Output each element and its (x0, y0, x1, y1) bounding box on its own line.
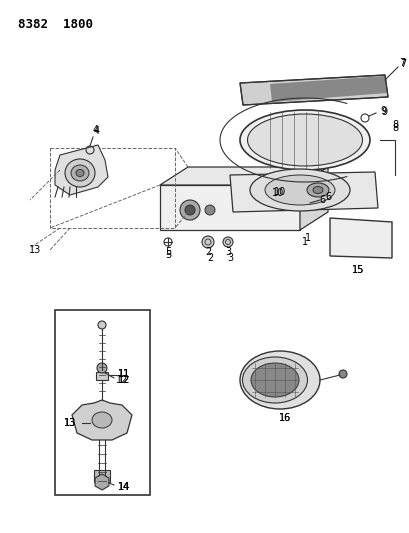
Circle shape (180, 200, 200, 220)
Text: 2: 2 (204, 247, 211, 257)
Text: 15: 15 (351, 265, 363, 275)
Text: 15: 15 (351, 265, 363, 275)
Polygon shape (329, 218, 391, 258)
Bar (160, 185, 299, 230)
Ellipse shape (239, 351, 319, 409)
Ellipse shape (249, 169, 349, 211)
Text: 1: 1 (304, 233, 310, 243)
Ellipse shape (76, 169, 84, 176)
Text: 10: 10 (271, 188, 283, 198)
Polygon shape (72, 400, 132, 440)
Text: 14: 14 (118, 482, 130, 492)
Text: 13: 13 (64, 418, 76, 428)
Polygon shape (229, 172, 377, 212)
Circle shape (202, 236, 213, 248)
Text: 14: 14 (118, 482, 130, 492)
Bar (55, 310, 150, 495)
Ellipse shape (312, 187, 322, 193)
Text: 6: 6 (318, 195, 324, 205)
Polygon shape (299, 167, 327, 230)
Circle shape (222, 237, 232, 247)
Text: 11: 11 (118, 369, 130, 379)
Bar (96, 372, 108, 380)
Ellipse shape (247, 114, 362, 166)
Polygon shape (160, 167, 327, 185)
Circle shape (98, 321, 106, 329)
Ellipse shape (239, 110, 369, 170)
Polygon shape (270, 76, 386, 102)
Text: 12: 12 (115, 375, 128, 385)
Text: 4: 4 (93, 125, 99, 135)
Polygon shape (95, 474, 109, 490)
Bar (94, 470, 110, 482)
Text: 3: 3 (227, 253, 232, 263)
Text: 14: 14 (118, 482, 130, 492)
Text: 11: 11 (118, 369, 130, 379)
Bar (50, 148, 175, 228)
Circle shape (184, 205, 195, 215)
Circle shape (97, 363, 107, 373)
Text: 7: 7 (398, 58, 404, 68)
Text: 1: 1 (301, 237, 307, 247)
Ellipse shape (264, 175, 334, 205)
Polygon shape (55, 145, 108, 195)
Text: 6: 6 (324, 192, 330, 202)
Circle shape (338, 370, 346, 378)
Text: 13: 13 (29, 245, 41, 255)
Circle shape (204, 205, 214, 215)
Text: 5: 5 (164, 247, 171, 257)
Text: 13: 13 (64, 418, 76, 428)
Ellipse shape (250, 363, 298, 397)
Text: 7: 7 (399, 59, 405, 69)
Ellipse shape (242, 357, 307, 403)
Text: 9: 9 (380, 107, 386, 117)
Text: 10: 10 (273, 187, 285, 197)
Text: 8: 8 (391, 123, 397, 133)
Text: 16: 16 (278, 413, 290, 423)
Ellipse shape (306, 183, 328, 197)
Text: 5: 5 (164, 250, 171, 260)
Text: 8: 8 (391, 120, 397, 130)
Text: 8382  1800: 8382 1800 (18, 18, 93, 31)
Text: 12: 12 (117, 375, 130, 385)
Text: 2: 2 (207, 253, 213, 263)
Text: 4: 4 (94, 126, 100, 136)
Ellipse shape (92, 412, 112, 428)
Text: 12: 12 (117, 375, 130, 385)
Text: 13: 13 (64, 418, 76, 428)
Text: 11: 11 (118, 369, 130, 379)
Text: 3: 3 (225, 247, 231, 257)
Polygon shape (239, 75, 387, 105)
Ellipse shape (71, 165, 89, 181)
Text: 9: 9 (379, 106, 385, 116)
Text: 16: 16 (278, 413, 290, 423)
Ellipse shape (65, 159, 95, 187)
